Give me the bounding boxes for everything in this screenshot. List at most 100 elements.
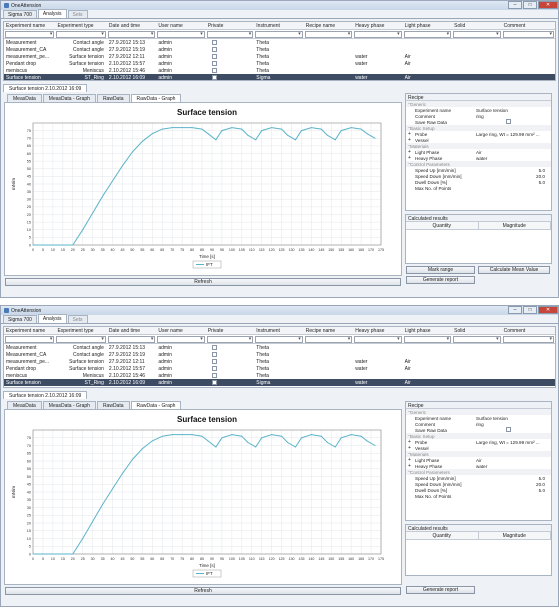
property-value[interactable]: 20.0 xyxy=(536,481,545,487)
property-value[interactable]: water xyxy=(476,155,488,161)
property-value[interactable]: water xyxy=(476,463,488,469)
private-checkbox[interactable] xyxy=(211,373,217,378)
column-filter-dropdown[interactable] xyxy=(304,336,353,343)
tab-measdata-graph[interactable]: MeasData - Graph xyxy=(42,401,96,409)
property-row[interactable]: + Probe Large ring, Wt = 129.99 mm² ... xyxy=(406,439,551,445)
column-filter-dropdown[interactable] xyxy=(157,336,205,343)
table-row[interactable]: Pendant drop Surface tension 2.10.2012 15:… xyxy=(4,60,555,67)
collapse-icon[interactable]: − xyxy=(408,433,411,439)
expand-icon[interactable]: + xyxy=(408,155,411,161)
table-row[interactable]: measurement_pe... Surface tension 27.9.201… xyxy=(4,53,555,60)
property-row[interactable]: Dwell Down [%] 5.0 xyxy=(406,179,551,185)
property-value[interactable]: ring xyxy=(476,113,484,119)
maximize-icon[interactable]: □ xyxy=(523,1,537,9)
column-filter-dropdown[interactable] xyxy=(5,31,55,38)
property-row[interactable]: + Light Phase Air xyxy=(406,149,551,155)
table-row[interactable]: Measurement_CA Contact angle 27.9.2012 15:… xyxy=(4,351,555,358)
column-filter-dropdown[interactable] xyxy=(255,336,303,343)
column-header[interactable]: Experiment name xyxy=(6,22,46,29)
refresh-button[interactable]: Refresh xyxy=(5,587,401,595)
property-row[interactable]: Save Raw Data xyxy=(406,427,551,433)
column-header[interactable]: Light phase xyxy=(404,22,431,29)
property-row[interactable]: + Vessel xyxy=(406,137,551,143)
column-header[interactable]: Recipe name xyxy=(305,327,336,334)
minimize-icon[interactable]: – xyxy=(508,306,522,314)
private-checkbox[interactable] xyxy=(211,345,217,350)
column-filter-dropdown[interactable] xyxy=(56,336,106,343)
column-header[interactable]: Light phase xyxy=(404,327,431,334)
column-filter-dropdown[interactable] xyxy=(206,336,254,343)
table-row[interactable]: Surface tension ST_Ring 2.10.2012 16:09 adm… xyxy=(4,74,555,80)
expand-icon[interactable]: + xyxy=(408,131,411,137)
property-value[interactable] xyxy=(474,427,551,433)
column-filter-dropdown[interactable] xyxy=(403,31,452,38)
tab-sigma[interactable]: Sigma 700 xyxy=(3,10,37,18)
collapse-icon[interactable]: − xyxy=(408,143,411,149)
column-header[interactable]: Heavy phase xyxy=(355,22,385,29)
close-icon[interactable]: ✕ xyxy=(538,306,558,314)
table-row[interactable]: Surface tension ST_Ring 2.10.2012 16:09 adm… xyxy=(4,379,555,386)
column-filter-dropdown[interactable] xyxy=(56,31,106,38)
generate-report-button[interactable]: Generate report xyxy=(406,586,475,594)
column-filter-dropdown[interactable] xyxy=(255,31,303,38)
column-header[interactable]: Instrument xyxy=(256,327,280,334)
property-row[interactable]: + Vessel xyxy=(406,445,551,451)
column-header[interactable]: Date and time xyxy=(108,22,141,29)
tab-rawdata[interactable]: RawData xyxy=(96,94,130,102)
document-tab[interactable]: Surface tension 2.10.2012 16:09 xyxy=(3,391,88,399)
column-filter-dropdown[interactable] xyxy=(453,336,501,343)
private-checkbox[interactable] xyxy=(211,47,217,52)
expand-icon[interactable]: + xyxy=(408,149,411,155)
tab-sets[interactable]: Sets xyxy=(67,10,88,18)
expand-icon[interactable]: + xyxy=(408,439,411,445)
collapse-icon[interactable]: − xyxy=(408,451,411,457)
column-filter-dropdown[interactable] xyxy=(304,31,353,38)
private-checkbox[interactable] xyxy=(211,68,217,73)
collapse-icon[interactable]: − xyxy=(408,125,411,131)
tab-measdata[interactable]: MeasData xyxy=(7,401,42,409)
private-checkbox[interactable] xyxy=(211,40,217,45)
tab-sets[interactable]: Sets xyxy=(67,315,88,323)
column-filter-dropdown[interactable] xyxy=(107,31,156,38)
table-row[interactable]: Measurement_CA Contact angle 27.9.2012 15:… xyxy=(4,46,555,53)
table-row[interactable]: meniscus Meniscus 2.10.2012 15:46 admin Thet… xyxy=(4,372,555,379)
tab-analysis[interactable]: Analysis xyxy=(37,314,67,323)
property-value[interactable]: Large ring, Wt = 129.99 mm² ... xyxy=(476,131,540,137)
property-row[interactable]: Experiment name Surface tension xyxy=(406,415,551,421)
property-row[interactable]: + Heavy Phase water xyxy=(406,463,551,469)
property-value[interactable]: 5.0 xyxy=(538,167,545,173)
property-row[interactable]: + Light Phase Air xyxy=(406,457,551,463)
column-header[interactable]: Comment xyxy=(503,22,526,29)
column-filter-dropdown[interactable] xyxy=(5,336,55,343)
private-checkbox[interactable] xyxy=(211,366,217,371)
tab-measdata-graph[interactable]: MeasData - Graph xyxy=(42,94,96,102)
private-checkbox[interactable] xyxy=(211,352,217,357)
calculate-mean-button[interactable]: Calculate Mean Value xyxy=(478,266,550,274)
property-row[interactable]: Max No. of Points xyxy=(406,493,551,499)
save-raw-data-checkbox[interactable] xyxy=(506,427,511,432)
column-filter-dropdown[interactable] xyxy=(354,31,402,38)
property-row[interactable]: Experiment name Surface tension xyxy=(406,107,551,113)
mark-range-button[interactable]: Mark range xyxy=(406,266,475,274)
column-filter-dropdown[interactable] xyxy=(157,31,205,38)
table-row[interactable]: Measurement Contact angle 27.9.2012 15:13 a… xyxy=(4,344,555,351)
expand-icon[interactable]: + xyxy=(408,137,411,143)
private-checkbox[interactable] xyxy=(211,75,217,80)
collapse-icon[interactable]: − xyxy=(408,101,411,107)
generate-report-button[interactable]: Generate report xyxy=(406,276,475,284)
property-row[interactable]: + Heavy Phase water xyxy=(406,155,551,161)
property-value[interactable]: Large ring, Wt = 129.99 mm² ... xyxy=(476,439,540,445)
save-raw-data-checkbox[interactable] xyxy=(506,119,511,124)
collapse-icon[interactable]: − xyxy=(408,409,411,415)
property-value[interactable]: Surface tension xyxy=(476,415,508,421)
collapse-icon[interactable]: − xyxy=(408,469,411,475)
column-filter-dropdown[interactable] xyxy=(502,31,555,38)
column-header[interactable]: Solid xyxy=(454,327,466,334)
expand-icon[interactable]: + xyxy=(408,445,411,451)
property-value[interactable]: ring xyxy=(476,421,484,427)
tab-rawdata[interactable]: RawData xyxy=(96,401,130,409)
column-header[interactable]: Private xyxy=(207,327,224,334)
tab-rawdata-graph[interactable]: RawData - Graph xyxy=(130,401,182,409)
column-filter-dropdown[interactable] xyxy=(403,336,452,343)
property-value[interactable] xyxy=(474,119,551,125)
